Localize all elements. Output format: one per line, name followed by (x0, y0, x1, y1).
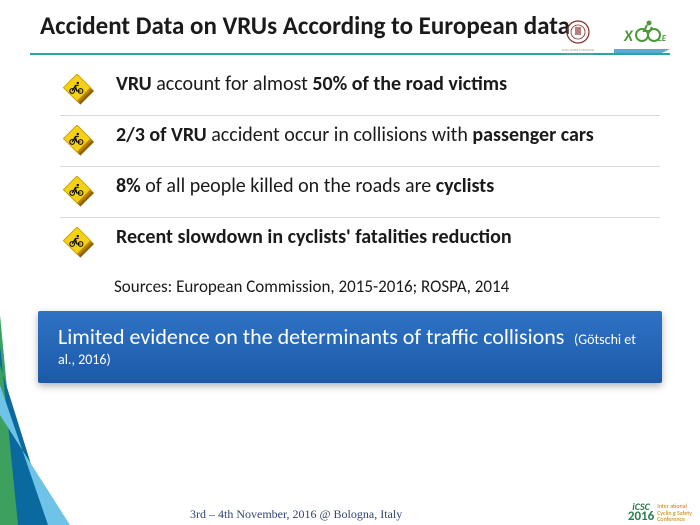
university-seal-logo: ALMA MATER STUDIORUM UNIVERSITA DI BOLOG… (556, 14, 600, 58)
conference-name: Inter ational Cyclin g Safety Conference (657, 503, 692, 522)
bullet-text: Recent slowdown in cyclists' fatalities … (116, 225, 552, 249)
conference-logo: iCSC 2016 Inter ational Cyclin g Safety … (628, 502, 692, 523)
svg-text:UNIVERSITA DI BOLOGNA: UNIVERSITA DI BOLOGNA (563, 52, 594, 56)
bullet-list: VRU account for almost 50% of the road v… (0, 65, 700, 268)
bullet-text: 8% of all people killed on the roads are… (116, 174, 534, 198)
footer: 3rd – 4th November, 2016 @ Bologna, Ital… (0, 500, 700, 525)
cyclist-sign-icon (60, 227, 94, 261)
svg-text:X: X (623, 27, 634, 46)
sources-line: Sources: European Commission, 2015-2016;… (114, 276, 700, 297)
bullet-row: VRU account for almost 50% of the road v… (60, 65, 660, 115)
xcycle-logo: X LE (614, 19, 670, 53)
footer-date-location: 3rd – 4th November, 2016 @ Bologna, Ital… (190, 507, 402, 522)
bullet-row: 8% of all people killed on the roads are… (60, 166, 660, 217)
corner-diagonals (0, 315, 200, 525)
bullet-row: Recent slowdown in cyclists' fatalities … (60, 217, 660, 268)
cyclist-sign-icon (60, 74, 94, 108)
icsc-year: 2016 (628, 511, 654, 523)
svg-text:LE: LE (658, 33, 667, 44)
bullet-text: 2/3 of VRU accident occur in collisions … (116, 123, 634, 147)
bullet-row: 2/3 of VRU accident occur in collisions … (60, 115, 660, 166)
cyclist-sign-icon (60, 125, 94, 159)
header-logos: ALMA MATER STUDIORUM UNIVERSITA DI BOLOG… (556, 14, 670, 58)
bullet-text: VRU account for almost 50% of the road v… (116, 72, 547, 96)
cyclist-sign-icon (60, 176, 94, 210)
